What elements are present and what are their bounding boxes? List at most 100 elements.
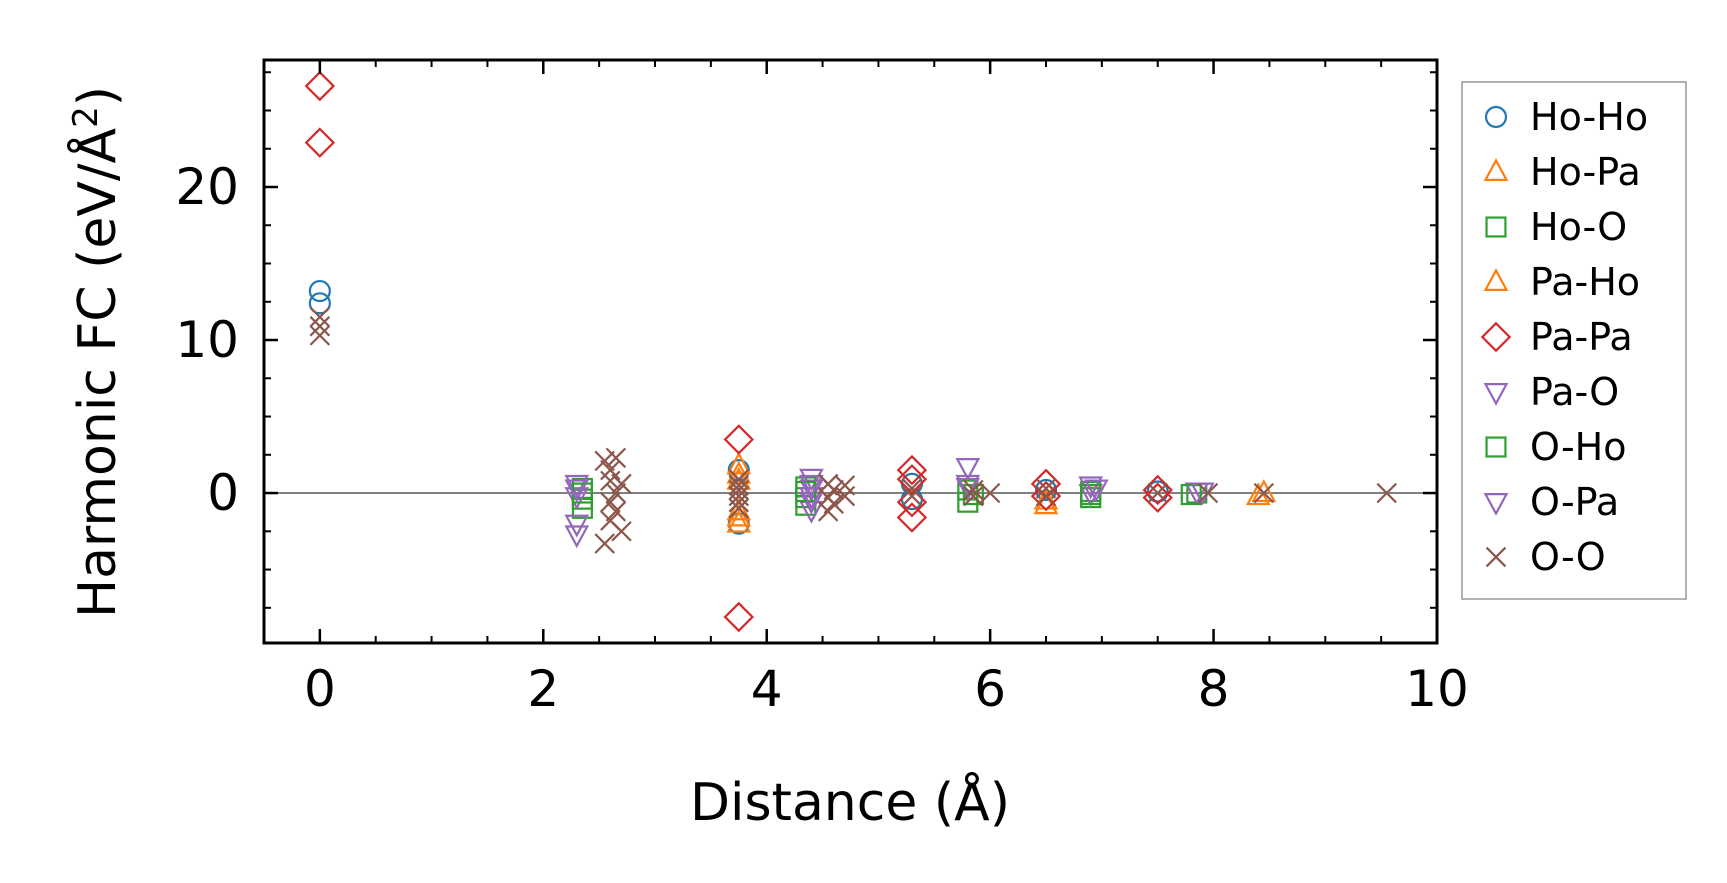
y-axis-label-close: ) [68, 86, 128, 106]
legend-item-ho-pa: Ho-Pa [1483, 150, 1641, 194]
point-o-o [979, 482, 1001, 504]
legend-item-o-pa: O-Pa [1483, 480, 1619, 524]
point-pa-o [564, 525, 590, 549]
legend-item-pa-o: Pa-O [1483, 370, 1619, 414]
point-o-o [600, 459, 621, 481]
data-points [304, 70, 1397, 633]
point-o-o [963, 479, 984, 501]
point-o-o [1253, 482, 1275, 504]
point-o-pa [564, 479, 590, 503]
point-o-o [309, 316, 331, 337]
tick-labels: 0 2 4 6 8 10 0 10 20 [175, 158, 1468, 718]
legend-item-o-o: O-O [1485, 535, 1606, 579]
legend-item-o-ho: O-Ho [1485, 425, 1627, 469]
point-o-o [901, 478, 923, 499]
y-tick-label: 10 [175, 311, 239, 369]
point-ho-o [957, 491, 979, 513]
point-o-o [605, 447, 627, 469]
point-pa-o [799, 479, 824, 503]
point-o-o [605, 501, 627, 522]
legend-item-ho-o: Ho-O [1485, 205, 1627, 249]
point-o-o [600, 470, 621, 492]
legend-marker-pa-o [1483, 383, 1509, 406]
point-ho-ho [308, 279, 331, 303]
y-tick-label: 0 [207, 464, 239, 522]
legend-item-pa-ho: Pa-Ho [1483, 260, 1640, 304]
point-o-o [1147, 482, 1168, 504]
y-axis-label-superscript: 2 [66, 106, 106, 128]
legend-marker-o-ho [1485, 436, 1507, 458]
legend-marker-o-o [1485, 546, 1507, 568]
point-o-o [1035, 485, 1057, 507]
point-pa-o [564, 487, 590, 510]
point-pa-ho [726, 497, 752, 521]
point-ho-pa [726, 503, 752, 527]
point-o-o [901, 485, 923, 507]
legend-label-ho-o: Ho-O [1530, 205, 1627, 249]
x-tick-label: 10 [1405, 660, 1469, 718]
point-pa-pa [896, 464, 928, 495]
point-pa-pa [1030, 480, 1062, 512]
point-pa-pa [723, 424, 754, 455]
point-pa-pa [723, 601, 754, 633]
point-o-ho [1180, 484, 1202, 506]
point-ho-pa [726, 451, 752, 475]
point-o-pa [799, 474, 824, 498]
legend-label-o-pa: O-Pa [1530, 480, 1619, 524]
point-ho-ho [308, 292, 331, 315]
point-pa-pa [1142, 482, 1173, 513]
legend-label-o-o: O-O [1530, 535, 1606, 579]
point-o-o [963, 485, 984, 507]
legend-marker-pa-ho [1483, 268, 1509, 291]
legend-marker-ho-o [1485, 216, 1507, 238]
legend-label-pa-ho: Pa-Ho [1530, 260, 1640, 304]
legend-label-o-ho: O-Ho [1530, 425, 1627, 469]
x-tick-label: 0 [304, 660, 336, 718]
legend-marker-o-pa [1483, 493, 1509, 516]
point-o-o [817, 501, 839, 522]
x-tick-label: 8 [1198, 660, 1230, 718]
y-tick-label: 20 [175, 158, 239, 216]
point-o-o [309, 325, 331, 346]
point-o-ho [795, 480, 817, 503]
legend-marker-ho-ho [1484, 105, 1508, 129]
point-o-o [728, 498, 750, 519]
point-pa-pa [304, 127, 336, 158]
legend-marker-pa-pa [1480, 321, 1512, 353]
point-o-o [611, 521, 632, 542]
x-tick-label: 6 [974, 660, 1006, 718]
point-o-o [834, 485, 856, 507]
point-o-o [605, 482, 627, 504]
point-o-o [728, 475, 750, 496]
point-o-pa [955, 474, 981, 498]
point-o-o [834, 475, 856, 496]
y-axis-label-main: Harmonic FC (eV/Å [66, 127, 128, 618]
legend-item-ho-ho: Ho-Ho [1484, 95, 1648, 139]
legend-items: Ho-Ho Ho-Pa Ho-O Pa-Ho Pa-Pa Pa-O O-Ho O-Pa O-O [1480, 95, 1648, 579]
point-o-o [594, 533, 615, 554]
point-o-o [600, 491, 621, 513]
legend-label-pa-pa: Pa-Pa [1530, 315, 1633, 359]
point-pa-pa [896, 454, 928, 486]
point-pa-o [564, 474, 590, 498]
point-o-o [1035, 478, 1057, 499]
point-o-o [1197, 482, 1219, 504]
point-o-pa [799, 487, 824, 510]
point-pa-pa [304, 70, 336, 102]
point-ho-pa [726, 509, 752, 533]
x-axis-label: Distance (Å) [690, 771, 1010, 833]
point-o-o [728, 491, 750, 513]
point-pa-ho [1251, 479, 1277, 503]
legend-marker-ho-pa [1483, 158, 1509, 181]
x-tick-label: 4 [751, 660, 783, 718]
point-ho-ho [1034, 478, 1058, 502]
point-o-o [611, 473, 632, 495]
legend: Ho-Ho Ho-Pa Ho-O Pa-Ho Pa-Pa Pa-O O-Ho O-Pa O-O [1461, 81, 1687, 600]
point-ho-ho [1146, 480, 1169, 503]
point-o-o [309, 306, 331, 328]
legend-item-pa-pa: Pa-Pa [1480, 315, 1633, 359]
point-o-o [1376, 482, 1397, 504]
point-pa-pa [896, 502, 928, 533]
